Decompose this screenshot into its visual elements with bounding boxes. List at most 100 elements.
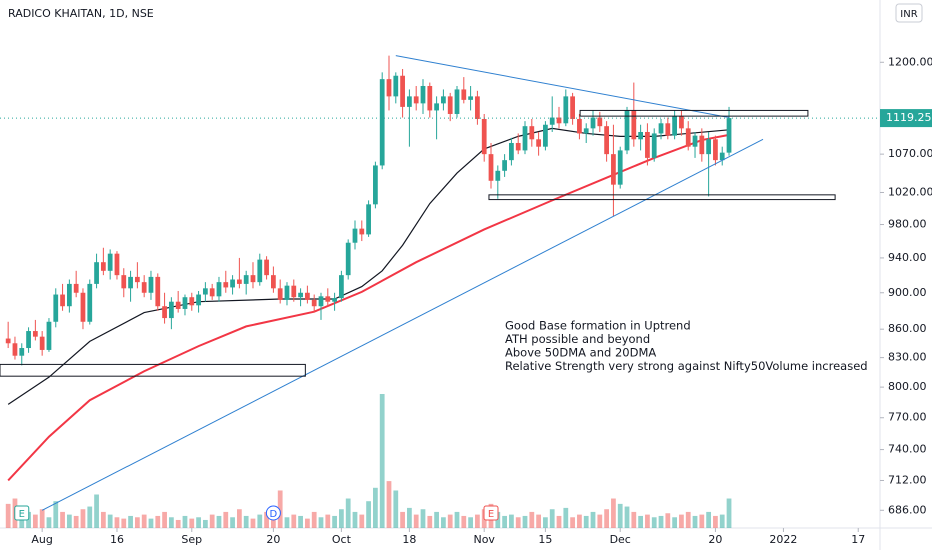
volume-bar <box>611 498 616 528</box>
candle-body <box>162 306 167 319</box>
candle-body <box>100 262 106 271</box>
candle-body <box>332 298 337 302</box>
candle-body <box>26 331 31 349</box>
currency-label[interactable]: INR <box>900 9 917 20</box>
candle-body <box>624 110 630 151</box>
candle-body <box>434 103 439 111</box>
candle-body <box>393 75 399 97</box>
volume-bar <box>209 514 215 528</box>
candle-body <box>39 336 45 350</box>
volume-bar <box>645 514 650 528</box>
candle-body <box>638 131 643 140</box>
candle-body <box>488 154 494 181</box>
candle-body <box>155 276 161 307</box>
volume-bar <box>529 511 535 528</box>
candle-body <box>284 285 290 300</box>
volume-bar <box>311 511 317 528</box>
candle-body <box>318 296 324 307</box>
candle-body <box>216 282 222 297</box>
candle-body <box>413 96 419 104</box>
volume-bar <box>454 511 460 528</box>
candle-body <box>522 126 528 151</box>
volume-bar <box>223 511 229 528</box>
volume-bar <box>121 518 127 528</box>
x-tick-label: Dec <box>610 533 631 546</box>
volume-bar <box>441 517 446 528</box>
y-tick-label: 1070.00 <box>888 147 932 160</box>
candle-body <box>583 128 589 134</box>
currency-badge[interactable] <box>895 3 923 23</box>
volume-bar <box>318 517 324 528</box>
candle-body <box>264 259 269 276</box>
volume-bar <box>543 517 548 528</box>
volume-bar <box>373 487 378 528</box>
candle-body <box>713 139 718 161</box>
candle-body <box>121 275 127 289</box>
y-tick-label: 860.00 <box>888 322 927 335</box>
trendline <box>41 138 764 511</box>
x-tick-label: 18 <box>402 533 416 546</box>
candle-body <box>386 79 392 97</box>
candle-body <box>692 135 698 147</box>
volume-bar <box>60 511 65 528</box>
volume-bar <box>284 517 290 528</box>
volume-bar <box>434 511 439 528</box>
volume-bar <box>461 515 467 528</box>
volume-bar <box>230 517 235 528</box>
volume-bar <box>726 498 732 528</box>
candle-body <box>66 283 72 307</box>
volume-bar <box>243 515 249 528</box>
volume-bar <box>509 514 514 528</box>
volume-bar <box>202 519 208 528</box>
x-tick-label: 16 <box>110 533 124 546</box>
volume-bar <box>168 517 174 528</box>
candle-body <box>509 142 514 161</box>
candle-body <box>19 348 25 356</box>
volume-bar <box>447 514 453 528</box>
candle-body <box>175 301 181 309</box>
trendline <box>395 55 730 119</box>
volume-bar <box>679 514 684 528</box>
volume-bar <box>26 511 31 528</box>
candle-body <box>631 110 637 140</box>
last-price-label: 1119.25 <box>886 111 932 124</box>
y-tick-label: 940.00 <box>888 251 927 264</box>
volume-bar <box>658 515 664 528</box>
candle-body <box>128 276 133 289</box>
annotation-text: Above 50DMA and 20DMA <box>505 346 656 360</box>
last-price-badge <box>880 109 932 128</box>
candle-body <box>726 118 732 153</box>
x-tick-label: Sep <box>181 533 202 546</box>
volume-bar <box>73 515 79 528</box>
volume-bar <box>305 518 310 528</box>
volume-bar <box>216 515 222 528</box>
volume-bar <box>651 517 657 528</box>
volume-bar <box>345 498 351 528</box>
candle-body <box>189 297 195 306</box>
candle-body <box>134 276 140 283</box>
moving-average <box>7 133 730 482</box>
x-tick-label: Nov <box>473 533 495 546</box>
volume-bar <box>264 511 269 528</box>
candle-body <box>679 116 684 129</box>
candle-body <box>12 343 18 356</box>
candle-body <box>481 118 487 155</box>
volume-bar <box>400 511 405 528</box>
y-tick-label: 686.00 <box>888 503 927 516</box>
volume-bar <box>699 514 705 528</box>
volume-bar <box>665 513 671 528</box>
moving-average <box>7 127 730 405</box>
candle-body <box>209 288 215 297</box>
range-box <box>0 363 306 377</box>
volume-bar <box>87 506 93 528</box>
candle-body <box>305 292 310 300</box>
x-tick-label: 20 <box>266 533 280 546</box>
volume-bar <box>515 517 521 528</box>
volume-bar <box>66 514 72 528</box>
candle-body <box>257 259 263 283</box>
candle-body <box>359 228 365 235</box>
volume-bar <box>250 518 256 528</box>
x-tick-label: 17 <box>851 533 865 546</box>
candle-body <box>529 126 535 140</box>
